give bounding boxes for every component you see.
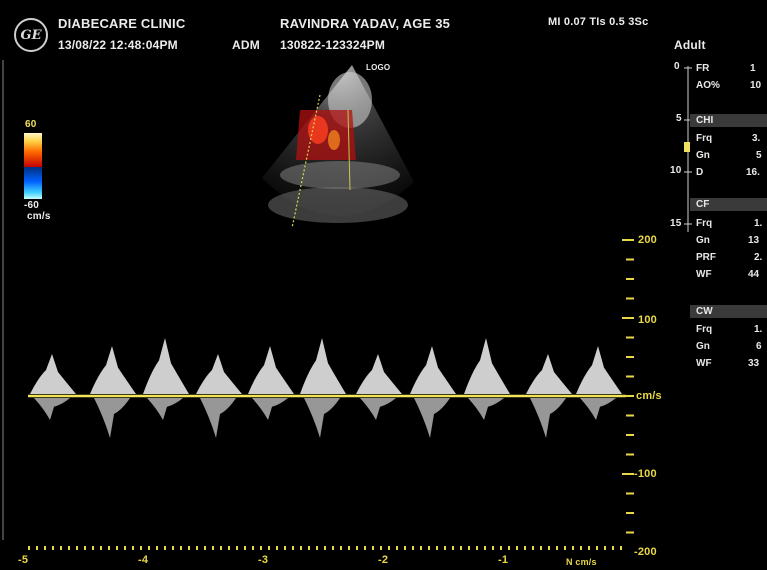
cf-gn-value: 13 <box>748 235 760 246</box>
velocity-unit-label: cm/s <box>636 390 662 402</box>
cw-gn-value: 6 <box>756 341 762 352</box>
cw-wf-label: WF <box>696 358 712 369</box>
cf-section-header <box>690 198 767 211</box>
doppler-systolic-envelope <box>300 338 346 394</box>
time-label-minus4: -4 <box>138 554 149 566</box>
cf-header-label: CF <box>696 199 710 210</box>
clinic-name: DIABECARE CLINIC <box>58 16 186 31</box>
doppler-reverse-flow <box>360 398 396 420</box>
doppler-systolic-envelope <box>248 346 294 394</box>
cf-gn-label: Gn <box>696 235 710 246</box>
sweep-speed-label: N cm/s <box>566 557 597 567</box>
acoustic-indices: MI 0.07 TIs 0.5 3Sc <box>548 16 649 28</box>
cw-gn-label: Gn <box>696 341 710 352</box>
cf-wf-value: 44 <box>748 269 760 280</box>
exam-datetime: 13/08/22 12:48:04PM <box>58 38 178 52</box>
cw-wf-value: 33 <box>748 358 760 369</box>
cw-frq-label: Frq <box>696 324 713 335</box>
cf-prf-value: 2. <box>754 252 763 263</box>
doppler-systolic-envelope <box>464 338 510 394</box>
preset-label: Adult <box>674 38 706 52</box>
exam-id: 130822-123324PM <box>280 38 386 52</box>
doppler-reverse-flow <box>580 398 616 420</box>
cf-prf-label: PRF <box>696 252 716 263</box>
chi-gn-label: Gn <box>696 150 710 161</box>
depth-scale <box>684 66 692 232</box>
cf-wf-label: WF <box>696 269 712 280</box>
chi-header-label: CHI <box>696 115 714 126</box>
color-scale-bar-negative <box>24 167 42 199</box>
doppler-reverse-flow <box>530 398 566 438</box>
chi-d-value: 16. <box>746 167 760 178</box>
color-scale-unit: cm/s <box>27 211 51 222</box>
time-label-minus1: -1 <box>498 554 509 566</box>
echo-sector-image <box>262 65 414 229</box>
color-scale-min: -60 <box>24 200 40 211</box>
mode-label: ADM <box>232 38 260 52</box>
cf-frq-value: 1. <box>754 218 763 229</box>
sector-guide-line <box>347 109 351 191</box>
doppler-spectrum <box>28 338 626 438</box>
doppler-reverse-flow <box>200 398 236 438</box>
doppler-systolic-envelope <box>196 354 242 394</box>
parameter-panel: FR 1 AO% 10 <box>688 58 767 570</box>
chi-d-label: D <box>696 167 704 178</box>
cf-frq-label: Frq <box>696 218 713 229</box>
color-scale-max: 60 <box>25 119 37 130</box>
chi-section-header <box>690 114 767 127</box>
time-label-minus2: -2 <box>378 554 389 566</box>
param-fr-value: 1 <box>750 63 756 74</box>
param-fr-label: FR <box>696 63 710 74</box>
doppler-systolic-envelope <box>526 354 572 394</box>
cw-header-label: CW <box>696 306 713 317</box>
doppler-systolic-envelope <box>30 354 76 394</box>
param-ao-label: AO% <box>696 80 720 91</box>
time-axis <box>28 546 622 550</box>
doppler-reverse-flow <box>252 398 288 420</box>
doppler-reverse-flow <box>34 398 70 420</box>
patient-info: RAVINDRA YADAV, AGE 35 <box>280 16 451 31</box>
depth-label-5: 5 <box>676 113 682 124</box>
probe-label: LOGO <box>366 63 391 72</box>
velocity-label-200: 200 <box>638 234 657 246</box>
depth-label-10: 10 <box>670 165 682 176</box>
doppler-reverse-flow <box>468 398 504 420</box>
velocity-label-minus200: -200 <box>634 546 657 558</box>
doppler-systolic-envelope <box>90 346 136 394</box>
velocity-label-100: 100 <box>638 314 657 326</box>
doppler-reverse-flow <box>304 398 340 438</box>
velocity-scale <box>622 239 634 534</box>
cw-frq-value: 1. <box>754 324 763 335</box>
doppler-systolic-envelope <box>143 338 189 394</box>
velocity-label-minus100: -100 <box>634 468 657 480</box>
doppler-systolic-envelope <box>410 346 456 394</box>
ge-logo-icon: GE <box>14 18 48 52</box>
depth-label-0: 0 <box>674 61 680 72</box>
doppler-reverse-flow <box>147 398 183 420</box>
doppler-reverse-flow <box>94 398 130 438</box>
color-scale-bar-positive <box>24 133 42 167</box>
doppler-systolic-envelope <box>576 346 622 394</box>
chi-frq-value: 3. <box>752 133 761 144</box>
doppler-reverse-flow <box>414 398 450 438</box>
depth-label-15: 15 <box>670 218 682 229</box>
time-label-minus3: -3 <box>258 554 269 566</box>
cw-section-header <box>690 305 767 318</box>
param-ao-value: 10 <box>750 80 762 91</box>
chi-frq-label: Frq <box>696 133 713 144</box>
doppler-systolic-envelope <box>356 354 402 394</box>
chi-gn-value: 5 <box>756 150 762 161</box>
time-label-minus5: -5 <box>18 554 29 566</box>
cw-cursor-line[interactable] <box>291 94 321 229</box>
